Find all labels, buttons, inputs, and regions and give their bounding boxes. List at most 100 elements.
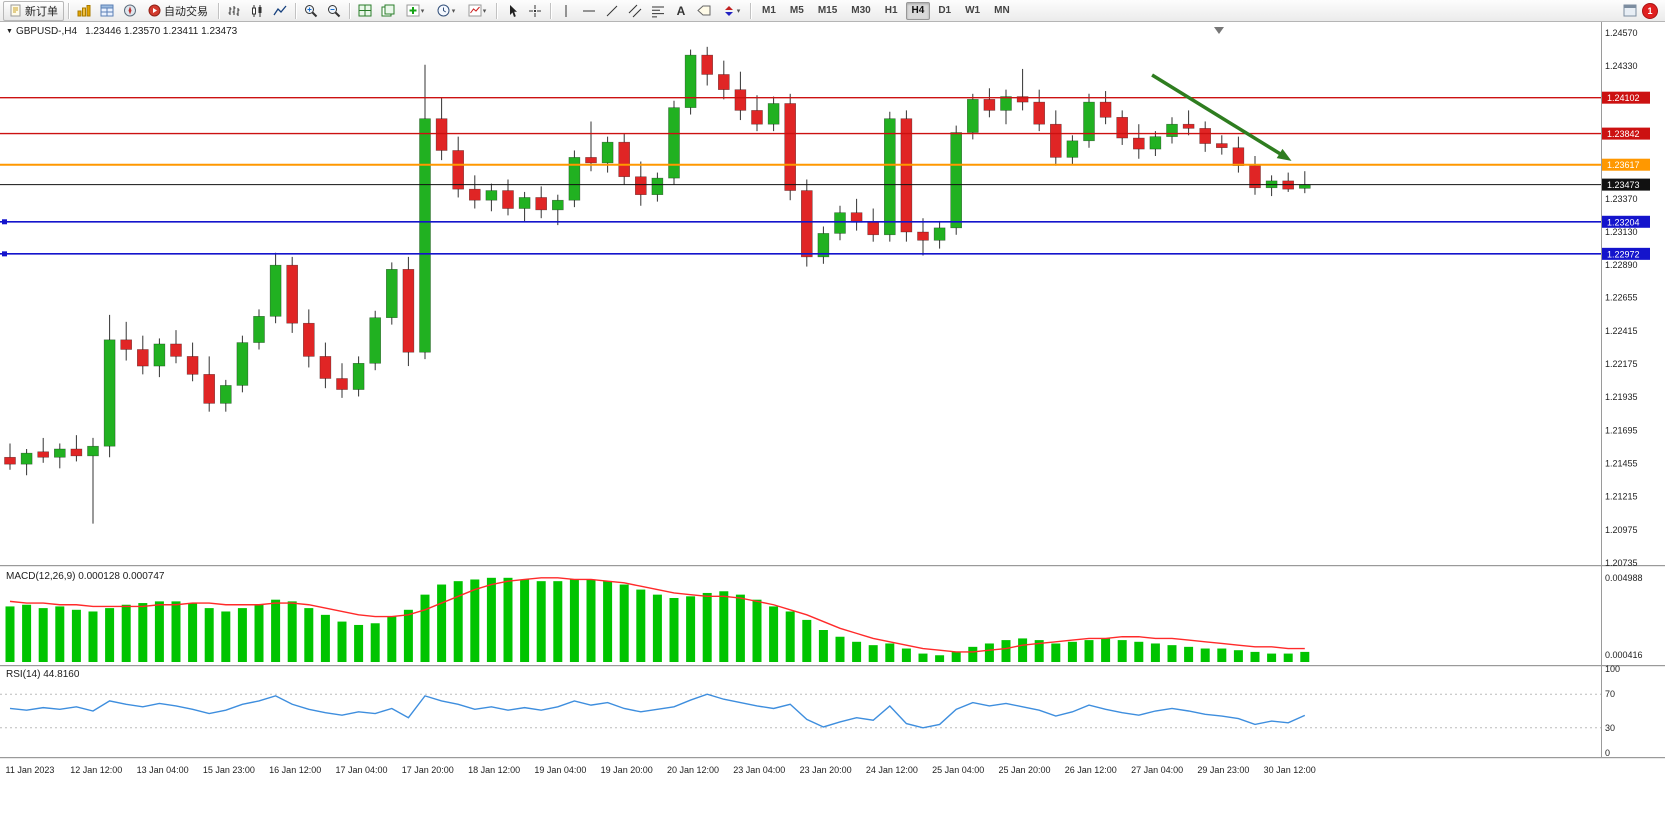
svg-text:1.24330: 1.24330: [1605, 61, 1638, 71]
timeframe-M1[interactable]: M1: [762, 4, 776, 16]
cascade-windows-icon[interactable]: [377, 2, 399, 20]
separator: [68, 2, 69, 19]
text-tool-icon[interactable]: A: [670, 2, 692, 20]
chart-shift-marker[interactable]: [1214, 27, 1224, 34]
zoom-in-icon[interactable]: [300, 2, 322, 20]
timeframe-group: M1 M5 M15 M30 H1 H4 D1 W1 MN: [755, 1, 1017, 20]
timeframe-M30[interactable]: M30: [851, 4, 871, 16]
svg-text:100: 100: [1605, 664, 1620, 674]
macd-bar: [271, 599, 281, 662]
macd-bar: [221, 611, 231, 662]
svg-text:19 Jan 04:00: 19 Jan 04:00: [534, 765, 586, 775]
macd-bar: [935, 655, 945, 662]
macd-bar: [403, 609, 413, 662]
candle: [684, 54, 697, 108]
trend-arrow[interactable]: [1151, 73, 1292, 161]
macd-bar: [470, 579, 480, 662]
candle: [302, 322, 315, 357]
channel-tool-icon[interactable]: [624, 2, 646, 20]
macd-bar: [88, 611, 98, 662]
macd-bar: [5, 606, 15, 662]
candle: [1166, 123, 1178, 137]
candlestick-chart-type-icon[interactable]: [246, 2, 268, 20]
arrows-tool-button[interactable]: ▾: [716, 2, 746, 20]
candle: [153, 343, 166, 367]
macd-bar: [785, 611, 795, 662]
macd-bar: [320, 614, 330, 662]
timeframe-W1[interactable]: W1: [965, 4, 981, 16]
candle: [137, 349, 149, 367]
svg-text:15 Jan 23:00: 15 Jan 23:00: [203, 765, 255, 775]
horizontal-line[interactable]: 1.23617: [0, 158, 1650, 171]
template-icon: [468, 4, 482, 17]
candle: [518, 197, 531, 209]
price-badge: [1602, 91, 1650, 104]
candle: [87, 445, 99, 457]
chart-canvas[interactable]: 1.24102 1.23842 1.23617 1.23473 1.23204 1.229…: [0, 22, 1665, 832]
svg-text:1.23204: 1.23204: [1607, 217, 1640, 227]
macd-bar: [1233, 650, 1243, 662]
market-watch-icon[interactable]: [73, 2, 95, 20]
zoom-out-icon[interactable]: [323, 2, 345, 20]
svg-text:30 Jan 12:00: 30 Jan 12:00: [1264, 765, 1316, 775]
timeframe-M15[interactable]: M15: [817, 4, 838, 16]
candle: [1116, 117, 1128, 139]
data-window-icon[interactable]: [96, 2, 118, 20]
horizontal-line[interactable]: 1.24102: [0, 91, 1650, 104]
macd-bar: [719, 591, 729, 662]
macd-bar: [188, 603, 198, 662]
macd-bar: [818, 630, 828, 662]
separator: [550, 2, 551, 19]
chart-window-icon[interactable]: [1619, 2, 1641, 20]
text-tool-label: A: [676, 3, 686, 18]
timeframe-H4[interactable]: H4: [905, 1, 931, 20]
svg-text:1.24102: 1.24102: [1607, 93, 1640, 103]
macd-bar: [802, 619, 812, 662]
horizontal-lines: 1.24102 1.23842 1.23617 1.23473 1.23204 1.229…: [0, 91, 1650, 260]
auto-trading-button[interactable]: 自动交易: [142, 1, 214, 21]
candle: [20, 452, 33, 465]
candle: [1133, 137, 1145, 150]
crosshair-icon[interactable]: [524, 2, 546, 20]
horizontal-line[interactable]: 1.22972: [0, 247, 1650, 260]
new-order-button[interactable]: 新订单: [3, 0, 64, 21]
vertical-line-tool-icon[interactable]: [555, 2, 577, 20]
macd-bar: [1084, 640, 1094, 662]
label-tool-icon[interactable]: [693, 2, 715, 20]
horizontal-line[interactable]: 1.23842: [0, 127, 1650, 140]
bar-chart-type-icon[interactable]: [223, 2, 245, 20]
fibonacci-tool-icon[interactable]: [647, 2, 669, 20]
indicators-button[interactable]: ▾: [400, 2, 430, 20]
svg-text:26 Jan 12:00: 26 Jan 12:00: [1065, 765, 1117, 775]
periods-button[interactable]: ▾: [431, 2, 461, 20]
candle: [402, 269, 415, 353]
macd-bar: [1134, 641, 1144, 662]
macd-bar: [553, 581, 563, 662]
horizontal-line[interactable]: 1.23473: [0, 178, 1650, 191]
svg-text:1.21935: 1.21935: [1605, 392, 1638, 402]
candle: [220, 385, 232, 404]
macd-bar: [752, 599, 762, 662]
tile-windows-icon[interactable]: [354, 2, 376, 20]
timeframe-M5[interactable]: M5: [789, 4, 804, 16]
templates-button[interactable]: ▾: [462, 2, 492, 20]
candle: [1216, 143, 1228, 149]
navigator-icon[interactable]: [119, 2, 141, 20]
svg-text:1.23130: 1.23130: [1605, 227, 1638, 237]
separator: [496, 2, 497, 19]
candle: [668, 107, 680, 179]
candle: [701, 54, 714, 75]
candle: [1050, 123, 1062, 158]
timeframe-H1[interactable]: H1: [884, 4, 898, 16]
timeframe-D1[interactable]: D1: [938, 4, 952, 16]
candle: [103, 339, 116, 447]
cursor-icon[interactable]: [501, 2, 523, 20]
timeframe-MN[interactable]: MN: [994, 4, 1010, 16]
macd-bar: [586, 579, 596, 662]
notification-badge[interactable]: 1: [1642, 2, 1658, 19]
line-chart-type-icon[interactable]: [269, 2, 291, 20]
horizontal-line-tool-icon[interactable]: [578, 2, 600, 20]
candle: [867, 222, 880, 236]
horizontal-line[interactable]: 1.23204: [0, 215, 1650, 228]
trendline-tool-icon[interactable]: [601, 2, 623, 20]
